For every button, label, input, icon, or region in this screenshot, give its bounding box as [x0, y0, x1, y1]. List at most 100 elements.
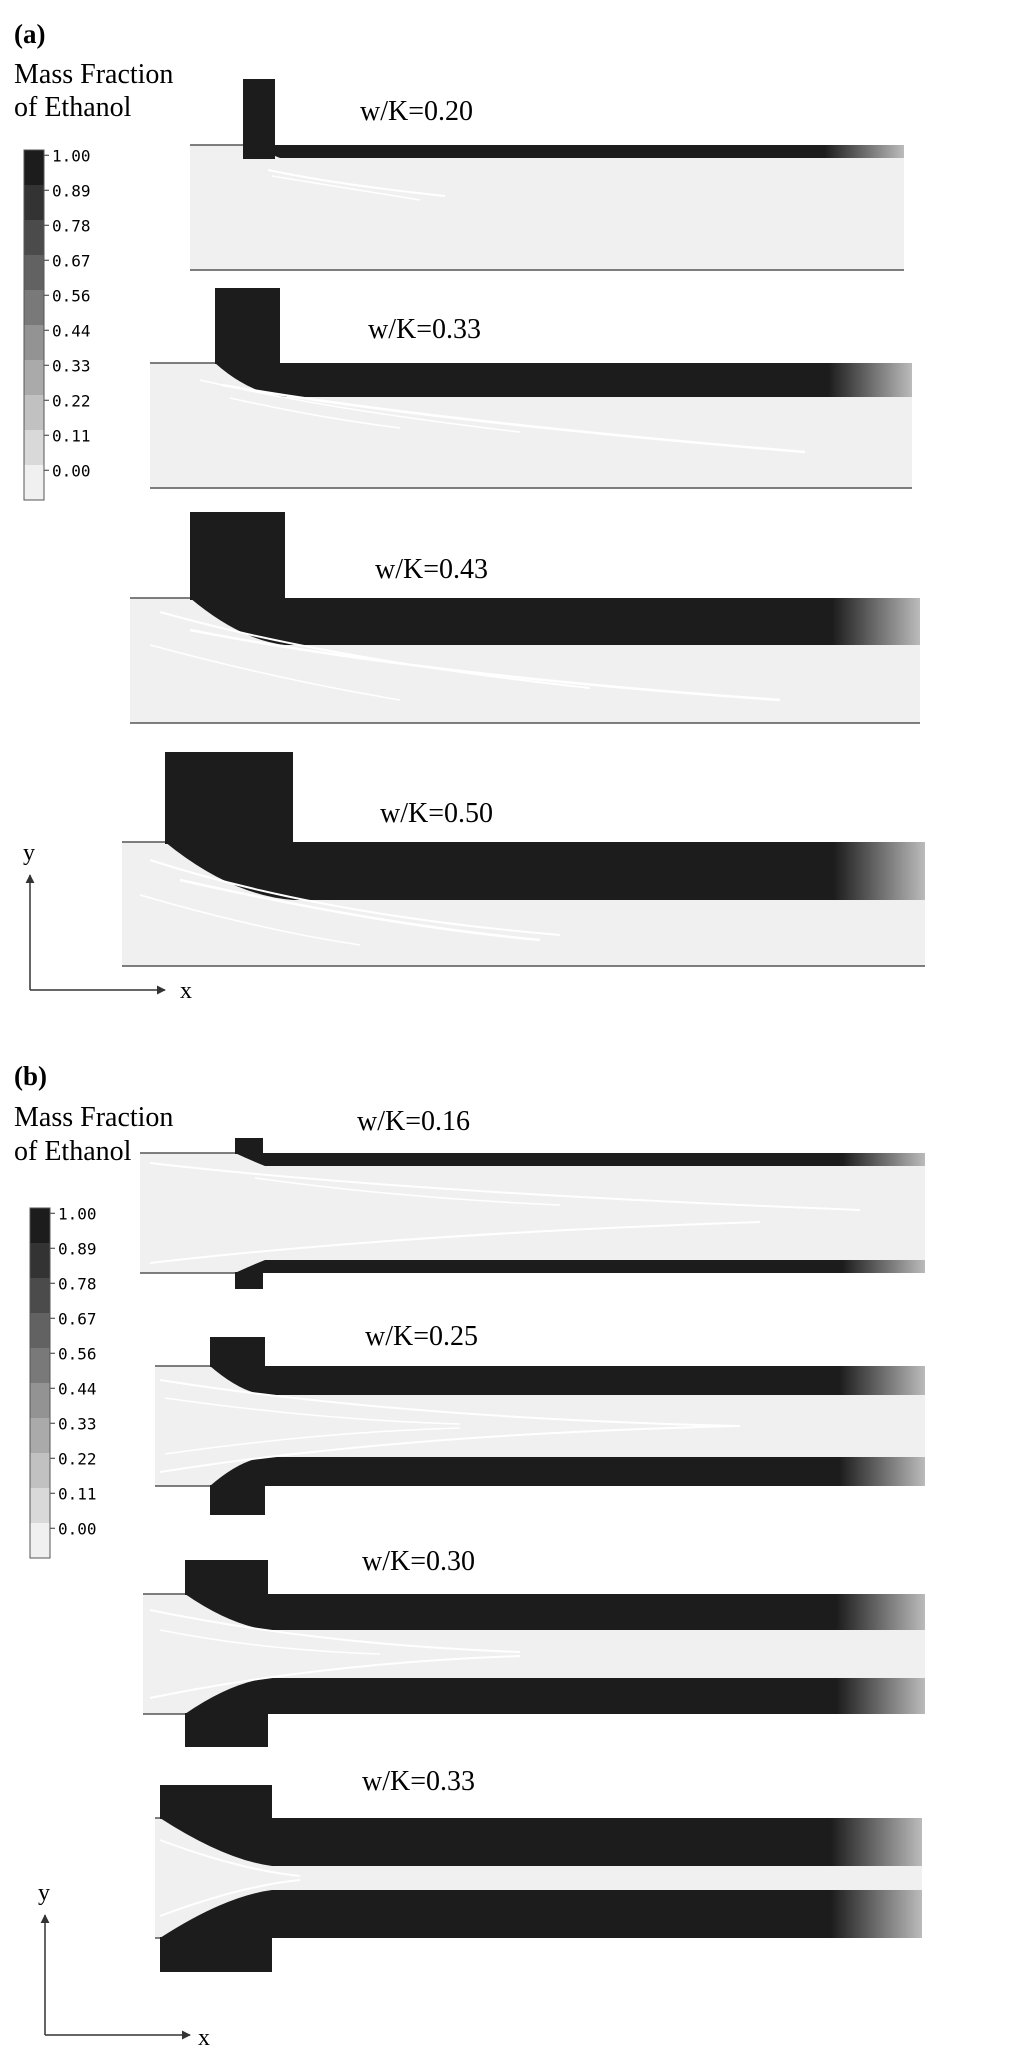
streak [159, 1839, 301, 1877]
ethanol-stream [165, 842, 925, 900]
channel-domain [190, 145, 904, 270]
ethanol-stream [235, 1260, 925, 1273]
contour-case: w/K=0.50 [122, 752, 925, 967]
scale-border [23, 149, 45, 501]
inlet-ethanol [243, 79, 275, 146]
color-scale: 1.00 0.89 0.78 0.67 0.56 0.44 0.33 0.22 0.11 0.00 [23, 146, 91, 501]
ethanol-stream [243, 145, 904, 158]
ethanol-stream [210, 1366, 925, 1395]
inlet-ethanol [235, 1138, 263, 1154]
contour-case: w/K=0.16 [140, 1106, 925, 1289]
scale-swatch [24, 290, 44, 326]
inlet-ethanol [185, 1560, 268, 1595]
ethanol-stream [215, 363, 912, 397]
scale-tick-label: 0.11 [58, 1484, 97, 1503]
panel-label: (a) [14, 19, 45, 49]
scale-tick-label: 0.67 [58, 1309, 97, 1328]
color-scale: 1.00 0.89 0.78 0.67 0.56 0.44 0.33 0.22 0.11 0.00 [29, 1204, 97, 1559]
legend-title-line2: of Ethanol [14, 92, 132, 123]
inlet-ethanol [185, 1713, 268, 1747]
scale-swatch [24, 185, 44, 221]
inlet-ethanol [210, 1485, 265, 1515]
scale-tick-label: 0.11 [52, 426, 91, 445]
scale-border [29, 1207, 51, 1559]
channel-domain [140, 1153, 925, 1273]
legend-title-line1: Mass Fraction [14, 1102, 173, 1133]
scale-tick-label: 0.33 [52, 356, 91, 375]
scale-tick-label: 0.56 [52, 286, 91, 305]
scale-tick-label: 0.22 [58, 1449, 97, 1468]
ethanol-stream [160, 1890, 922, 1938]
scale-swatch [24, 325, 44, 361]
x-axis-label: x [180, 978, 192, 1004]
streak [159, 1379, 741, 1427]
streak [267, 169, 446, 197]
contour-case: w/K=0.33 [150, 288, 912, 489]
scale-tick-label: 0.00 [58, 1519, 97, 1538]
case-label: w/K=0.20 [360, 96, 473, 127]
case-label: w/K=0.43 [375, 554, 488, 585]
inlet-ethanol [190, 512, 285, 600]
scale-tick-label: 0.00 [52, 461, 91, 480]
x-axis-label: x [198, 2025, 210, 2051]
ethanol-stream [235, 1153, 925, 1166]
panel-b: (b) Mass Fraction of Ethanol 1.00 0.89 0.7… [14, 1061, 925, 2051]
scale-tick-label: 0.89 [52, 181, 91, 200]
scale-swatch [24, 220, 44, 256]
y-axis-label: y [23, 840, 35, 866]
inlet-ethanol [215, 288, 280, 364]
scale-swatch [30, 1243, 50, 1279]
scale-tick-label: 1.00 [58, 1204, 97, 1223]
case-label: w/K=0.25 [365, 1321, 478, 1352]
axes-indicator: y x [38, 1880, 210, 2051]
case-label: w/K=0.16 [357, 1106, 470, 1137]
inlet-ethanol [235, 1272, 263, 1289]
panel-label: (b) [14, 1061, 47, 1091]
inlet-ethanol [160, 1785, 272, 1819]
scale-tick-label: 0.44 [52, 321, 91, 340]
ethanol-stream [185, 1678, 925, 1714]
scale-tick-label: 0.78 [58, 1274, 97, 1293]
scale-tick-label: 0.89 [58, 1239, 97, 1258]
scale-swatch [30, 1383, 50, 1419]
case-label: w/K=0.33 [362, 1766, 475, 1797]
scale-swatch [30, 1313, 50, 1349]
legend-title-line2: of Ethanol [14, 1136, 132, 1167]
scale-tick-label: 0.56 [58, 1344, 97, 1363]
axes-indicator: y x [23, 840, 192, 1004]
scale-swatch [24, 430, 44, 466]
scale-swatch [30, 1453, 50, 1489]
inlet-ethanol [165, 752, 293, 844]
scale-swatch [30, 1418, 50, 1454]
inlet-ethanol [210, 1337, 265, 1367]
scale-swatch [24, 465, 44, 501]
scale-tick-label: 0.33 [58, 1414, 97, 1433]
ethanol-stream [210, 1457, 925, 1486]
scale-swatch [24, 395, 44, 431]
streak [149, 1609, 521, 1653]
streak [159, 611, 591, 689]
contour-case: w/K=0.33 [155, 1766, 922, 1972]
scale-tick-label: 0.44 [58, 1379, 97, 1398]
scale-swatch [30, 1348, 50, 1384]
scale-swatch [30, 1278, 50, 1314]
scale-swatch [30, 1208, 50, 1244]
streak [149, 1162, 861, 1211]
scale-swatch [24, 255, 44, 291]
panel-a: (a) Mass Fraction of Ethanol 1.00 0.89 0.7… [14, 19, 925, 1004]
contour-case: w/K=0.30 [143, 1546, 925, 1747]
ethanol-stream [185, 1594, 925, 1630]
legend-title-line1: Mass Fraction [14, 59, 173, 90]
case-label: w/K=0.30 [362, 1546, 475, 1577]
ethanol-stream [190, 598, 920, 645]
contour-case: w/K=0.25 [155, 1321, 925, 1515]
scale-tick-label: 1.00 [52, 146, 91, 165]
scale-tick-label: 0.67 [52, 251, 91, 270]
contour-case: w/K=0.43 [130, 512, 920, 724]
inlet-ethanol [160, 1937, 272, 1972]
streak [149, 859, 561, 936]
scale-swatch [30, 1523, 50, 1559]
scale-swatch [24, 150, 44, 186]
streak [221, 383, 806, 454]
